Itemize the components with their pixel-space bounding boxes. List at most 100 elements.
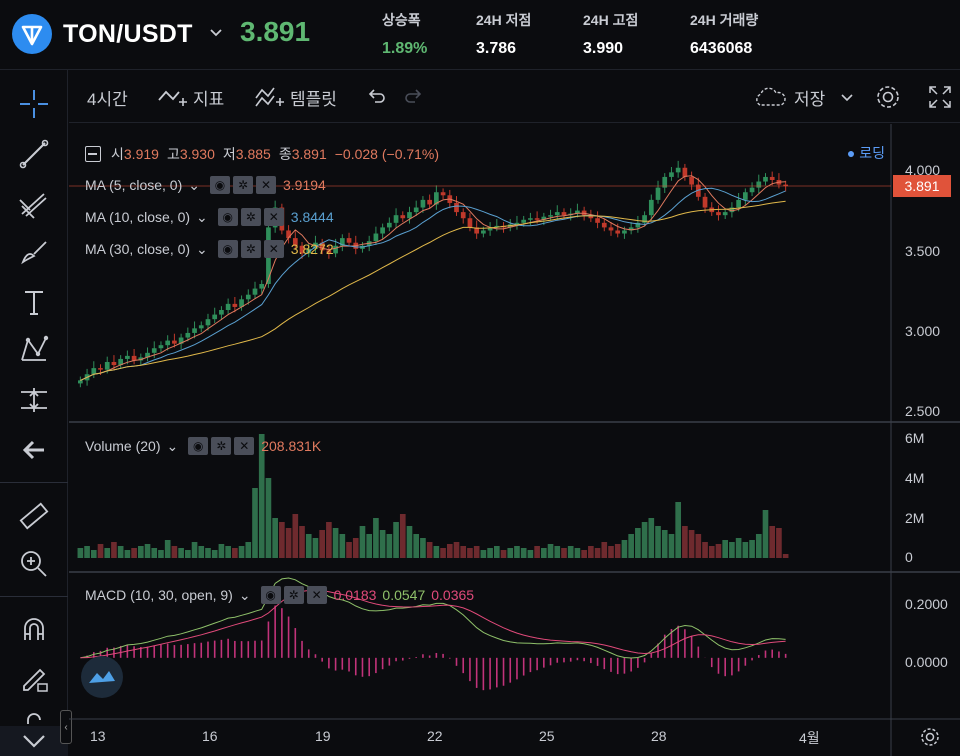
- eye-icon[interactable]: ◉: [188, 437, 209, 455]
- volume-bar: [601, 542, 608, 558]
- candle-body: [104, 362, 110, 370]
- ma5-legend[interactable]: MA (5, close, 0) ⌄ ◉ ✲ ✕ 3.9194: [85, 176, 326, 194]
- magnet-icon[interactable]: [12, 610, 56, 650]
- lock-icon[interactable]: [12, 706, 56, 746]
- volume-bar: [211, 550, 218, 558]
- lock-drawing-icon[interactable]: [12, 658, 56, 698]
- fork-icon[interactable]: [12, 184, 56, 224]
- volume-bar: [567, 546, 574, 558]
- ruler-icon[interactable]: [12, 496, 56, 536]
- gear-icon[interactable]: ✲: [240, 208, 261, 226]
- candle-body: [386, 222, 392, 228]
- pair-selector[interactable]: TON/USDT: [63, 20, 193, 48]
- brush-icon[interactable]: [12, 232, 56, 272]
- volume-bar: [379, 530, 386, 558]
- high-value: 3.930: [179, 146, 215, 162]
- chevron-down-icon[interactable]: ⌄: [238, 586, 251, 603]
- stat-label: 상승폭: [382, 12, 421, 28]
- text-tool-icon[interactable]: [12, 282, 56, 322]
- save-button[interactable]: 저장: [752, 83, 861, 111]
- axis-settings-button[interactable]: [919, 726, 941, 748]
- templates-button[interactable]: 템플릿: [254, 83, 337, 111]
- candle-body: [319, 242, 325, 251]
- eye-icon[interactable]: ◉: [260, 586, 281, 604]
- pattern-icon[interactable]: [12, 330, 56, 370]
- low-label: 저: [222, 146, 236, 162]
- zoom-in-icon[interactable]: [12, 544, 56, 584]
- stat-change: 상승폭 1.89%: [382, 10, 427, 58]
- eye-icon[interactable]: ◉: [217, 208, 238, 226]
- candle-body: [78, 380, 83, 384]
- logo-watermark[interactable]: [81, 656, 123, 698]
- close-icon[interactable]: ✕: [234, 437, 255, 455]
- more-tools-button[interactable]: [0, 726, 68, 756]
- volume-tick: 6M: [905, 430, 925, 446]
- volume-bar: [131, 548, 137, 558]
- candle-body: [554, 212, 560, 216]
- eye-icon[interactable]: ◉: [217, 240, 238, 258]
- chevron-down-icon[interactable]: ⌄: [196, 240, 208, 257]
- candle-body: [252, 288, 258, 295]
- volume-bar: [534, 546, 540, 558]
- volume-bar: [225, 546, 231, 558]
- volume-bar: [782, 554, 789, 558]
- candle-body: [454, 202, 459, 213]
- chart-canvas[interactable]: [69, 124, 960, 756]
- fullscreen-button[interactable]: [927, 83, 959, 111]
- date-tick: 13: [90, 728, 106, 744]
- volume-bar: [420, 538, 426, 558]
- close-icon[interactable]: ✕: [256, 176, 276, 194]
- stat-label: 24H 저점: [476, 12, 532, 28]
- candle-body: [494, 225, 500, 228]
- volume-bar: [655, 526, 661, 558]
- volume-bar: [279, 522, 285, 558]
- close-icon[interactable]: ✕: [263, 208, 284, 226]
- indicators-button[interactable]: 지표: [157, 83, 224, 111]
- undo-button[interactable]: [365, 83, 393, 111]
- close-icon[interactable]: ✕: [263, 240, 284, 258]
- volume-bar: [487, 548, 493, 558]
- interval-button[interactable]: 4시간: [87, 83, 128, 111]
- candle-body: [635, 222, 641, 228]
- close-icon[interactable]: ✕: [306, 586, 327, 604]
- macd-value-2: 0.0547: [382, 587, 426, 603]
- arrow-left-icon[interactable]: [12, 430, 56, 470]
- eye-icon[interactable]: ◉: [210, 176, 230, 194]
- volume-bar: [366, 534, 373, 558]
- settings-button[interactable]: [874, 83, 908, 111]
- candle-body: [145, 352, 150, 358]
- gear-icon[interactable]: ✲: [211, 437, 232, 455]
- macd-legend[interactable]: MACD (10, 30, open, 9) ⌄ ◉ ✲ ✕ 0.0183 0.054…: [85, 586, 474, 604]
- redo-button[interactable]: [403, 83, 431, 111]
- volume-bar: [346, 542, 352, 558]
- volume-bar: [218, 544, 225, 558]
- chart-area[interactable]: 시 3.919 고 3.930 저 3.885 종 3.891 −0.028 (−0.7…: [69, 124, 960, 756]
- chevron-down-icon[interactable]: [208, 24, 224, 40]
- loading-label: 로딩: [859, 145, 885, 161]
- stat-low: 24H 저점 3.786: [476, 10, 531, 58]
- volume-bar: [467, 548, 473, 558]
- trend-line-icon[interactable]: [12, 134, 56, 174]
- chevron-down-icon[interactable]: ⌄: [166, 437, 179, 454]
- collapse-legend-icon[interactable]: [85, 146, 101, 162]
- volume-bar: [111, 542, 117, 558]
- gear-icon[interactable]: ✲: [283, 586, 304, 604]
- candle-body: [682, 167, 688, 177]
- ma10-line: [80, 187, 786, 381]
- ma10-legend[interactable]: MA (10, close, 0) ⌄ ◉ ✲ ✕ 3.8444: [85, 208, 334, 226]
- ma30-legend[interactable]: MA (30, close, 0) ⌄ ◉ ✲ ✕ 3.8272: [85, 240, 334, 258]
- candle-body: [615, 230, 621, 234]
- volume-legend[interactable]: Volume (20) ⌄ ◉ ✲ ✕ 208.831K: [85, 437, 321, 455]
- gear-icon[interactable]: ✲: [233, 176, 253, 194]
- low-value: 3.885: [235, 146, 271, 162]
- candle-body: [561, 212, 567, 216]
- candle-body: [219, 310, 224, 315]
- measure-range-icon[interactable]: [12, 380, 56, 420]
- volume-bar: [769, 526, 776, 558]
- chevron-down-icon[interactable]: ⌄: [188, 176, 200, 193]
- gear-icon[interactable]: ✲: [240, 240, 261, 258]
- candle-body: [481, 230, 486, 234]
- price-tick: 3.500: [905, 243, 941, 259]
- crosshair-icon[interactable]: [12, 84, 56, 124]
- chevron-down-icon[interactable]: ⌄: [196, 208, 208, 225]
